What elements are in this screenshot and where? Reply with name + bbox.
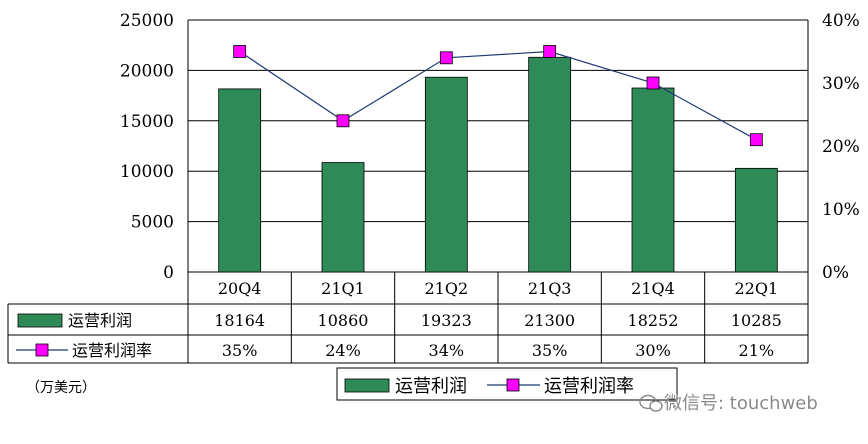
wechat-icon — [639, 394, 663, 412]
table-cell-profit: 18164 — [214, 311, 265, 330]
y-left-tick-label: 0 — [163, 263, 174, 283]
margin-point — [646, 76, 660, 90]
legend: 运营利润 运营利润率 — [336, 367, 678, 401]
bar — [424, 76, 468, 273]
table-cell-margin: 35% — [222, 341, 258, 360]
x-tick-label: 21Q1 — [321, 279, 365, 298]
data-table: 20Q4 21Q1 21Q2 21Q3 21Q4 22Q1 运营利润 18164 10860 19… — [7, 272, 809, 364]
table-cell-margin: 34% — [429, 341, 465, 360]
table-cell-profit: 21300 — [524, 311, 575, 330]
table-cell-margin: 21% — [739, 341, 775, 360]
table-row-bar-swatch — [17, 313, 63, 328]
tick-labels: 0 5000 10000 15000 20000 25000 0% 10% 20% 30% 40% — [120, 11, 860, 283]
y-right-tick-label: 20% — [822, 137, 860, 157]
legend-line-marker — [506, 378, 520, 392]
bar — [528, 56, 572, 273]
margin-point — [439, 51, 453, 65]
bar — [321, 162, 365, 273]
table-row-label-profit: 运营利润 — [68, 311, 132, 330]
margin-point — [336, 114, 350, 128]
table-cell-margin: 24% — [325, 341, 361, 360]
y-left-tick-label: 10000 — [120, 162, 174, 182]
margin-point — [543, 45, 557, 58]
table-cell-margin: 30% — [635, 341, 671, 360]
legend-line-label: 运营利润率 — [544, 376, 634, 397]
y-left-tick-label: 15000 — [120, 112, 174, 132]
table-cell-margin: 35% — [532, 341, 568, 360]
margin-line — [239, 50, 757, 141]
margin-point — [749, 133, 763, 147]
table-cell-profit: 18252 — [628, 311, 679, 330]
legend-bar-swatch — [344, 378, 390, 393]
gridlines — [188, 19, 808, 273]
axes — [187, 20, 809, 272]
bar — [734, 167, 778, 273]
table-row-line-marker — [35, 343, 49, 357]
bar-series — [218, 56, 778, 273]
bar — [631, 87, 675, 273]
watermark: 微信号: touchweb — [639, 393, 818, 414]
y-right-tick-label: 10% — [822, 200, 860, 220]
unit-label: （万美元） — [26, 380, 96, 396]
line-series — [233, 45, 763, 147]
watermark-text: 微信号: touchweb — [664, 393, 818, 414]
table-cell-profit: 10285 — [731, 311, 782, 330]
x-tick-label: 21Q4 — [631, 279, 675, 298]
y-left-tick-label: 25000 — [120, 11, 174, 31]
table-row-label-margin: 运营利润率 — [72, 341, 152, 360]
legend-box — [336, 367, 678, 401]
margin-point — [233, 45, 247, 58]
y-left-tick-label: 5000 — [131, 213, 174, 233]
legend-bar-label: 运营利润 — [395, 376, 467, 397]
bar — [218, 88, 262, 273]
x-tick-label: 20Q4 — [218, 279, 262, 298]
x-tick-label: 21Q2 — [425, 279, 469, 298]
table-cell-profit: 10860 — [318, 311, 369, 330]
table-cell-profit: 19323 — [421, 311, 472, 330]
y-left-tick-label: 20000 — [120, 61, 174, 81]
x-tick-label: 22Q1 — [735, 279, 779, 298]
x-tick-label: 21Q3 — [528, 279, 572, 298]
y-right-tick-label: 0% — [822, 263, 849, 283]
y-right-tick-label: 30% — [822, 74, 860, 94]
y-right-tick-label: 40% — [822, 11, 860, 31]
